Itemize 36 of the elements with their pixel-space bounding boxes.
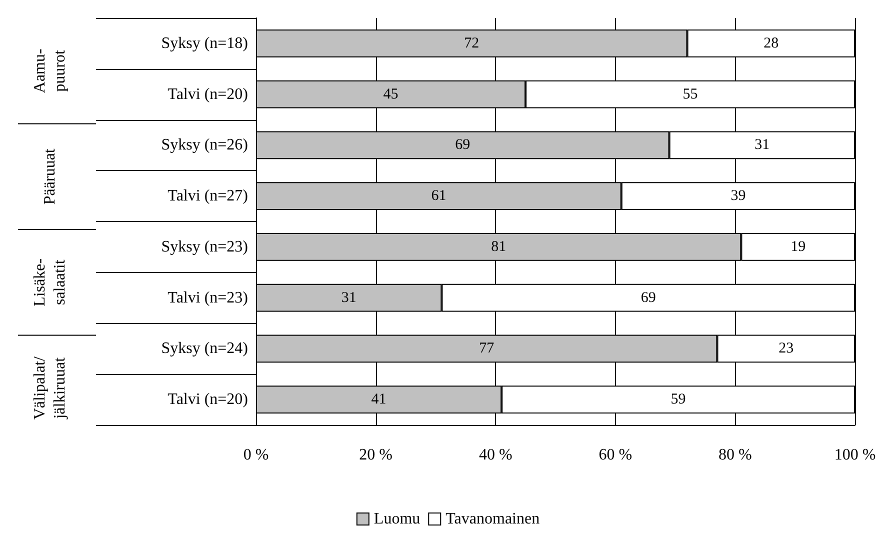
- data-label: 59: [670, 392, 686, 408]
- data-label: 72: [464, 35, 480, 52]
- data-label: 28: [764, 35, 779, 52]
- text: Pääruuat: [42, 148, 58, 205]
- x-tick-label: 0 %: [243, 446, 269, 464]
- data-label: 19: [790, 238, 806, 255]
- data-label: 45: [383, 86, 398, 102]
- y-tick-label: Talvi (n=27): [168, 188, 248, 205]
- x-tick-label: 20 %: [359, 446, 392, 464]
- x-tick-label: 100 %: [834, 446, 876, 464]
- data-label: 69: [640, 290, 656, 306]
- y-tick-label: Syksy (n=18): [161, 34, 248, 52]
- data-label: 69: [455, 137, 470, 154]
- data-label: 77: [479, 340, 495, 357]
- data-label: 31: [754, 137, 770, 154]
- legend-label: Tavanomainen: [446, 510, 540, 528]
- data-label: 55: [682, 86, 698, 102]
- y-tick-label: Talvi (n=23): [168, 289, 248, 306]
- data-label: 39: [730, 188, 746, 204]
- y-tick-label: Syksy (n=26): [161, 136, 248, 154]
- data-label: 41: [371, 392, 386, 408]
- data-label: 23: [778, 340, 794, 357]
- text: Lisäke- salaatit: [32, 258, 68, 306]
- data-label: 31: [341, 290, 356, 306]
- legend-label: Luomu: [374, 510, 420, 528]
- y-tick-label: Talvi (n=20): [168, 391, 248, 408]
- text: Välipalat/ jälkiruuat: [32, 356, 68, 420]
- x-tick-label: 40 %: [478, 446, 512, 464]
- text: Aamu- puurot: [32, 48, 68, 94]
- y-tick-label: Syksy (n=24): [161, 340, 248, 358]
- data-label: 81: [491, 238, 506, 255]
- y-tick-label: Syksy (n=23): [161, 238, 248, 256]
- x-tick-label: 60 %: [598, 446, 632, 464]
- data-label: 61: [431, 188, 446, 204]
- x-tick-label: 80 %: [718, 446, 752, 464]
- y-tick-label: Talvi (n=20): [168, 86, 248, 103]
